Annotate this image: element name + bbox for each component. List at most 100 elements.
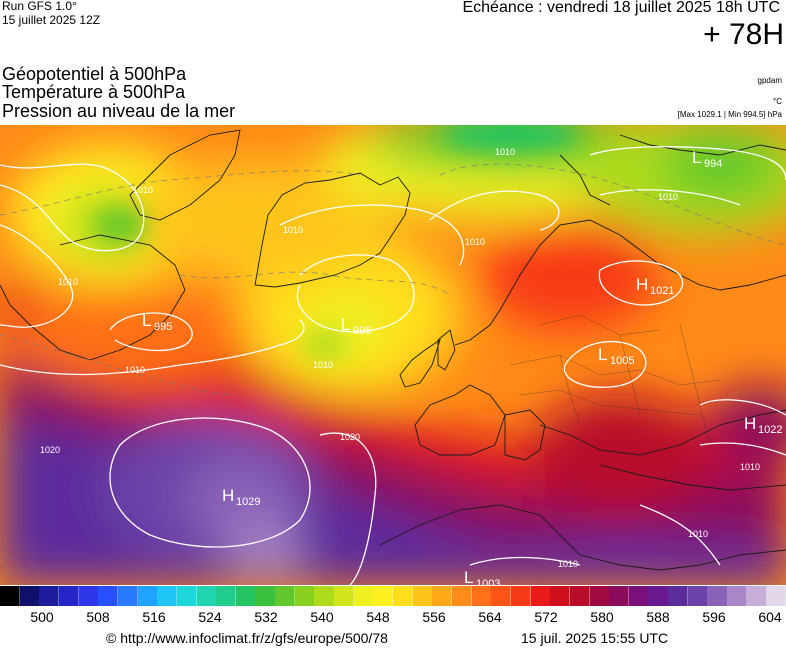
lead-time: + 78H (703, 18, 784, 51)
colorbar-tick-label: 516 (142, 609, 166, 625)
colorbar-swatch (451, 586, 473, 606)
unit-geopotential: gpdam (757, 76, 782, 85)
temperature-highlights (95, 125, 580, 359)
pressure-center: H 1022 (744, 414, 782, 436)
colorbar-swatch (373, 586, 394, 606)
geopotential-field (0, 125, 786, 585)
isobar-labels: 1010 1010 1010 1010 1010 1010 1010 1010 … (40, 147, 760, 569)
center-type: L (142, 311, 151, 330)
colorbar-tick-label: 580 (590, 609, 614, 625)
colorbar-swatch (471, 586, 492, 606)
colorbar-tick-label: 588 (646, 609, 670, 625)
colorbar-swatch (707, 586, 728, 606)
colorbar-swatch (294, 586, 315, 606)
isobar-label: 1010 (658, 192, 678, 202)
colorbar-swatch (589, 586, 610, 606)
center-value: 1022 (758, 424, 782, 436)
colorbar-tick-label: 540 (310, 609, 334, 625)
colorbar-swatch (176, 586, 197, 606)
center-value: 1003 (476, 578, 500, 585)
colorbar-swatch (137, 586, 158, 606)
center-type: L (692, 148, 701, 167)
colorbar-tick-label: 564 (478, 609, 502, 625)
colorbar-swatch (510, 586, 532, 606)
pressure-center: H 1021 (636, 275, 674, 297)
colorbar-swatch (275, 586, 296, 606)
colorbar-swatch (727, 586, 748, 606)
pressure-range: [Max 1029.1 | Min 994.5] hPa (677, 110, 782, 119)
colorbar-swatch (216, 586, 237, 606)
isobar-label: 1010 (558, 559, 578, 569)
center-value: 1005 (610, 355, 634, 367)
colorbar-tick-label: 596 (702, 609, 726, 625)
colorbar-swatch (432, 586, 453, 606)
footer-url[interactable]: © http://www.infoclimat.fr/z/gfs/europe/… (106, 630, 388, 646)
center-value: 998 (353, 325, 371, 337)
parameter-temperature: Température à 500hPa (2, 82, 186, 102)
colorbar-swatch (314, 586, 335, 606)
center-value: 1029 (236, 496, 260, 508)
colorbar-tick-label: 508 (86, 609, 110, 625)
isobar-label: 1010 (283, 225, 303, 235)
colorbar-labels: 500 508 516 524 532 540 548 556 564 572 580 588 596 6… (0, 609, 786, 625)
colorbar-tick-label: 500 (30, 609, 54, 625)
pressure-center: L 994 (692, 148, 722, 170)
run-title: Run GFS 1.0° (2, 0, 77, 13)
run-date: 15 juillet 2025 12Z (2, 13, 101, 27)
center-value: 994 (704, 158, 722, 170)
pressure-centers: L 994 H 1021 L 995 L 998 L 1005 H 1022 H 1029 L… (142, 148, 782, 585)
pressure-center: L 995 (142, 311, 172, 333)
colorbar-swatch (98, 586, 119, 606)
isobar-label: 1010 (688, 529, 708, 539)
isobar-label: 1020 (340, 432, 360, 442)
center-type: L (598, 345, 607, 364)
colorbar-tick-label: 532 (254, 609, 278, 625)
isobar-label: 1010 (133, 185, 153, 195)
colorbar-swatch (39, 586, 60, 606)
colorbar-swatch (235, 586, 256, 606)
colorbar (0, 586, 786, 606)
isobar-label: 1010 (495, 147, 515, 157)
colorbar-swatch (353, 586, 374, 606)
colorbar-swatch (255, 586, 276, 606)
coastlines (0, 129, 786, 571)
colorbar-swatch (628, 586, 649, 606)
center-type: L (341, 315, 350, 334)
borders (509, 314, 721, 446)
colorbar-swatch (746, 586, 767, 606)
center-type: H (222, 486, 234, 505)
colorbar-swatch (78, 586, 99, 606)
pressure-center: H 1029 (222, 486, 260, 508)
colorbar-tick-label: 548 (366, 609, 390, 625)
unit-temperature: °C (773, 97, 782, 106)
isobar-label: 1010 (58, 277, 78, 287)
colorbar-tick-label: 524 (198, 609, 222, 625)
center-type: L (464, 568, 473, 585)
isobar-label: 1010 (313, 360, 333, 370)
center-value: 995 (154, 321, 172, 333)
center-type: H (636, 275, 648, 294)
valid-time: Echéance : vendredi 18 juillet 2025 18h … (462, 0, 780, 16)
colorbar-tick-label: 556 (422, 609, 446, 625)
footer-timestamp: 15 juil. 2025 15:55 UTC (521, 630, 669, 646)
colorbar-swatch (609, 586, 630, 606)
center-type: H (744, 414, 756, 433)
colorbar-swatch (0, 586, 21, 606)
isobar-label: 1010 (125, 365, 145, 375)
isobars (0, 146, 786, 585)
pressure-center: L 1005 (598, 345, 634, 367)
colorbar-swatch (687, 586, 708, 606)
colorbar-swatch (550, 586, 571, 606)
colorbar-swatch (157, 586, 178, 606)
colorbar-swatch (58, 586, 80, 606)
colorbar-swatch (393, 586, 414, 606)
colorbar-swatch (412, 586, 433, 606)
pressure-center: L 1003 (464, 568, 500, 585)
colorbar-swatch (569, 586, 590, 606)
colorbar-swatch (766, 586, 786, 606)
parameter-geopotential: Géopotentiel à 500hPa (2, 64, 187, 84)
center-value: 1021 (650, 285, 674, 297)
isobar-label: 1020 (40, 445, 60, 455)
temperature-isotherms (0, 163, 786, 396)
pressure-center: L 998 (341, 315, 371, 337)
